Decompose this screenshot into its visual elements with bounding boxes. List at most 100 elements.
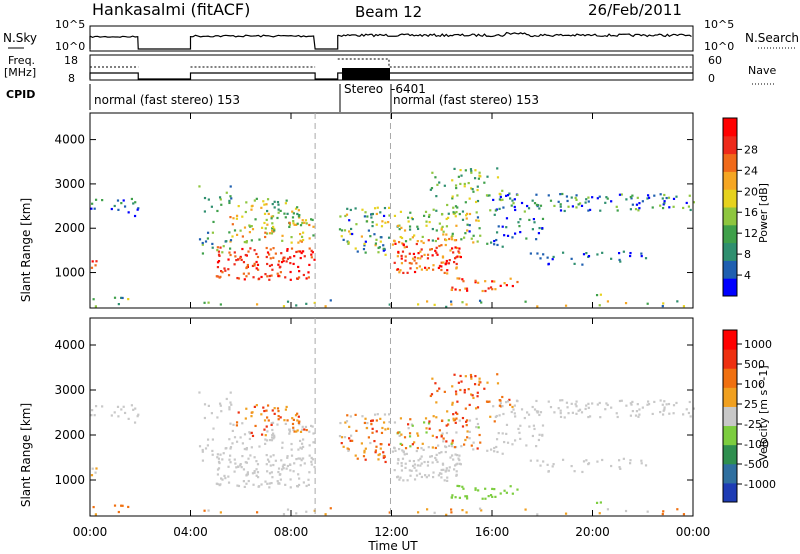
power-cell [221,251,224,254]
velocity-cell [445,467,448,470]
power-cell [280,260,284,264]
velocity-cell [413,441,416,444]
velocity-cell [276,407,280,410]
velocity-cell [410,423,413,426]
velocity-cell [339,421,342,425]
power-cell [465,287,469,290]
velocity-cell [377,458,380,461]
power-cell [605,196,608,199]
power-cell [279,271,282,274]
velocity-cell [458,454,461,457]
velocity-cell [519,424,522,427]
velocity-cell [398,434,401,437]
power-cell [371,224,374,228]
velocity-cell [295,430,298,433]
power-cell [239,255,242,259]
velocity-cell [223,474,226,477]
power-cell [466,223,469,226]
power-cell [588,208,592,212]
velocity-cell [94,513,97,516]
power-cell [456,194,459,197]
velocity-cell [249,454,252,457]
velocity-cell [387,443,391,446]
power-cell [661,304,664,308]
power-cell [217,259,221,263]
power-cell [448,259,451,262]
power-cell [268,264,272,268]
power-cell [496,243,499,247]
power-cell [434,176,437,179]
velocity-cell [403,436,407,439]
power-cell [477,281,480,284]
power-cell [472,234,475,237]
power-cell [400,236,404,240]
velocity-cell [441,463,445,466]
power-cell [233,229,237,232]
power-cell [463,182,466,186]
power-cell [598,195,601,198]
velocity-cell [665,403,668,406]
power-cell [468,197,471,200]
power-cell [370,216,373,219]
velocity-cell [619,467,622,470]
power-cell [245,201,248,204]
velocity-cell [401,449,404,452]
power-cell [266,209,269,213]
velocity-cell [113,504,117,507]
velocity-cell [291,417,294,420]
velocity-cell [499,402,502,405]
power-cell [615,205,618,208]
power-cell [277,263,280,266]
velocity-cell [281,441,284,444]
velocity-cell [418,472,421,475]
power-cell [665,196,668,200]
velocity-cell [255,468,258,471]
velocity-cell [299,464,302,467]
velocity-y-label: Slant Range [km] [19,403,33,507]
velocity-colorbar-tick-label: 100 [744,378,765,391]
power-cell [539,257,542,260]
velocity-cell [468,419,472,422]
velocity-cell [303,428,306,431]
power-cell [480,301,483,304]
velocity-cell [363,449,366,452]
power-cell [292,212,295,215]
velocity-cell [505,401,508,404]
power-cell [457,175,460,178]
velocity-cell [464,420,468,423]
power-cell [441,256,445,259]
velocity-cell [255,511,259,514]
velocity-cell [94,471,97,474]
velocity-cell [438,472,442,475]
power-cell [227,258,230,261]
power-cell [90,266,94,269]
velocity-cell [408,459,411,462]
power-cell [458,251,461,255]
power-cell [488,194,491,197]
velocity-cell [682,513,686,516]
velocity-cell [286,419,289,422]
power-cell [483,181,486,184]
power-cell [559,205,562,208]
velocity-cell [473,383,477,386]
power-cell [201,243,204,246]
power-cell [310,256,313,259]
beam-title: Beam 12 [355,3,422,21]
velocity-cell [457,457,460,460]
velocity-cell [436,460,439,464]
power-cell [301,231,305,234]
power-cell [95,260,98,263]
velocity-cell [564,512,568,515]
power-cell [295,250,298,254]
power-cell [552,255,555,259]
power-cell [661,197,664,200]
power-cell [440,265,443,268]
velocity-cell [631,409,634,413]
power-cell [604,201,607,204]
power-cell [430,187,434,190]
velocity-cell [559,415,563,419]
power-cell [384,221,387,224]
velocity-cell [484,497,487,500]
power-cell [223,267,226,270]
velocity-cell [251,472,255,475]
